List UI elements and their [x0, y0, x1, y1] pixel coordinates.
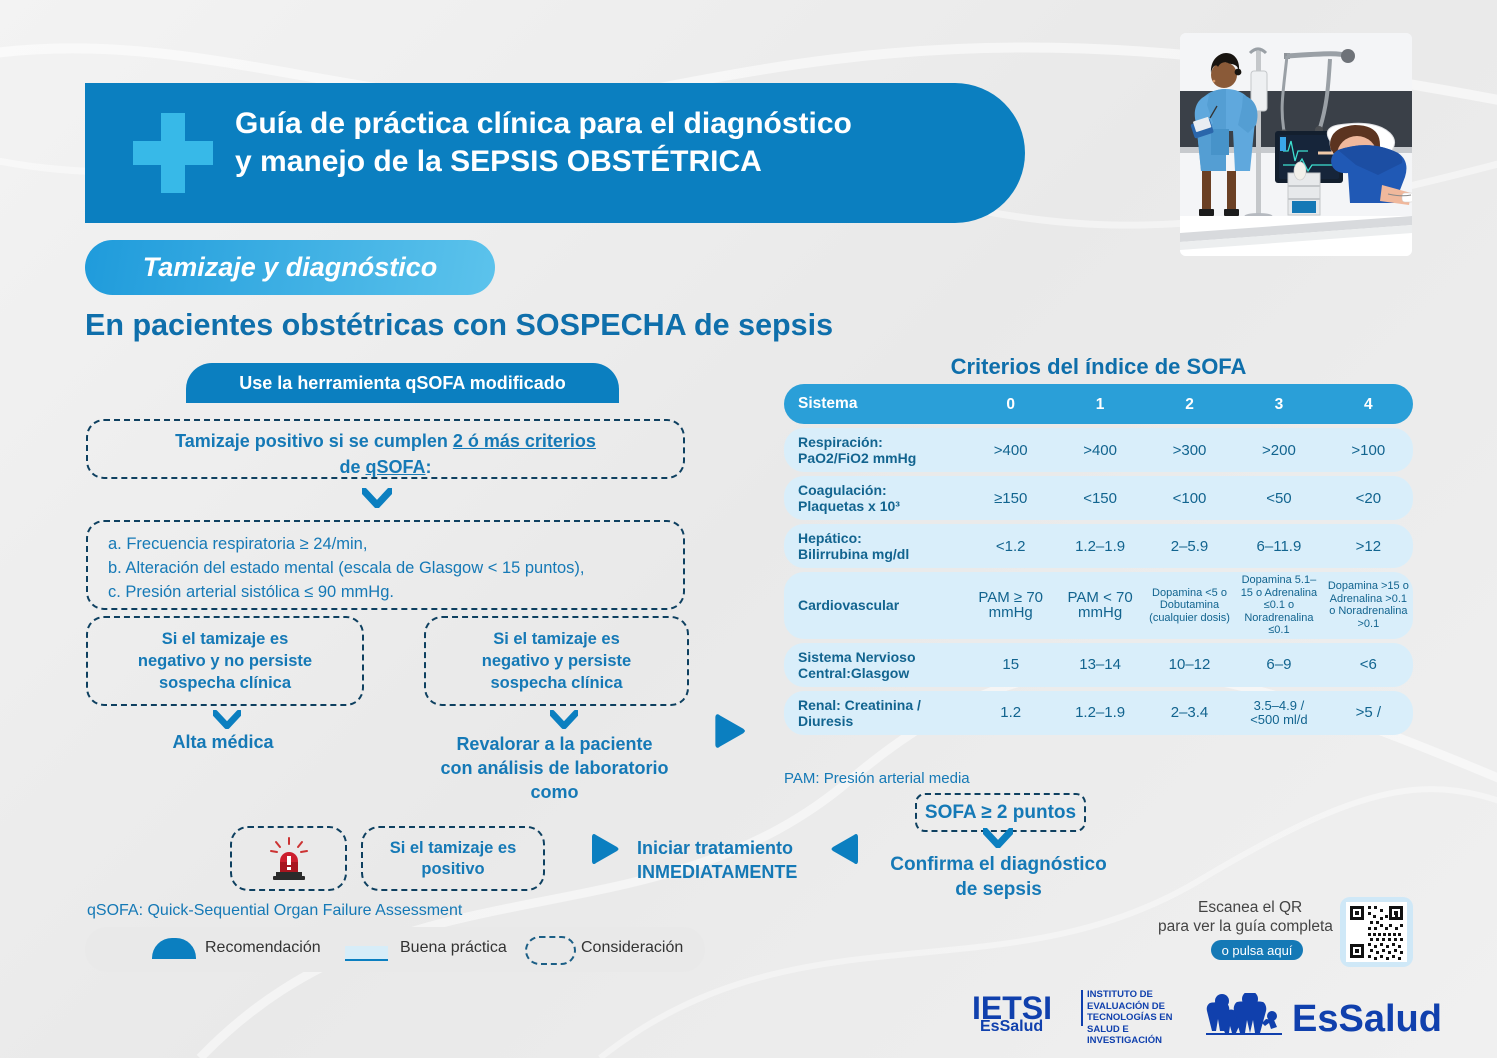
svg-text:EsSalud: EsSalud: [1292, 998, 1442, 1039]
svg-text:EsSalud: EsSalud: [980, 1018, 1043, 1032]
